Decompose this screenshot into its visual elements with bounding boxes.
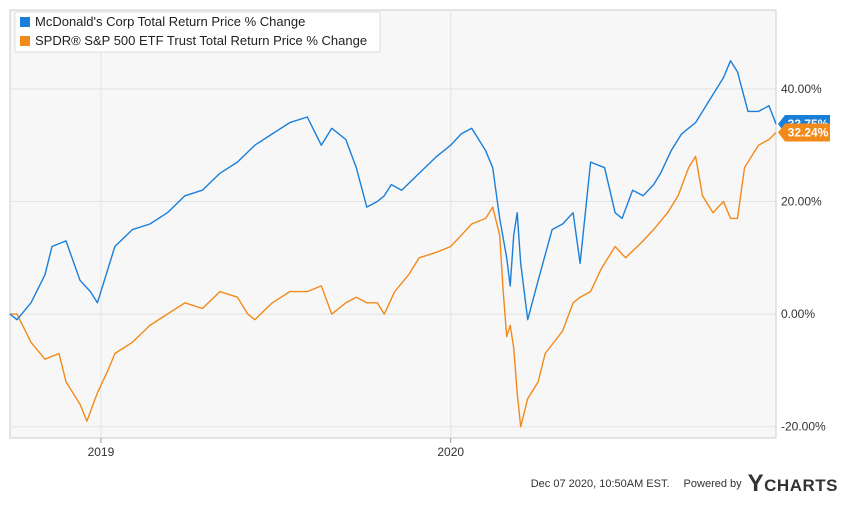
legend-box [14, 11, 381, 53]
chart-footer: Dec 07 2020, 10:50AM EST. Powered by Y C… [530, 470, 838, 498]
x-tick-label: 2020 [437, 445, 464, 459]
ycharts-logo[interactable]: Y CHARTS [748, 470, 838, 498]
logo-text: CHARTS [764, 476, 838, 495]
end-value-flag [778, 123, 830, 142]
legend-swatch [20, 17, 30, 27]
series-line [10, 132, 777, 428]
y-tick-label: 20.00% [781, 194, 822, 208]
y-tick-label: 0.00% [781, 307, 815, 321]
legend-label: McDonald's Corp Total Return Price % Cha… [35, 14, 305, 29]
legend-label: SPDR® S&P 500 ETF Trust Total Return Pri… [35, 33, 367, 48]
logo-initial: Y [747, 470, 765, 497]
y-tick-label: 40.00% [781, 82, 822, 96]
x-tick-label: 2019 [88, 445, 115, 459]
powered-by-label: Powered by [683, 478, 742, 490]
end-value-label: 32.24% [788, 126, 829, 140]
y-tick-label: -20.00% [781, 420, 826, 434]
timestamp: Dec 07 2020, 10:50AM EST. [530, 478, 670, 490]
series-line [9, 60, 777, 321]
legend-swatch [20, 36, 30, 46]
plot-background [9, 9, 777, 439]
